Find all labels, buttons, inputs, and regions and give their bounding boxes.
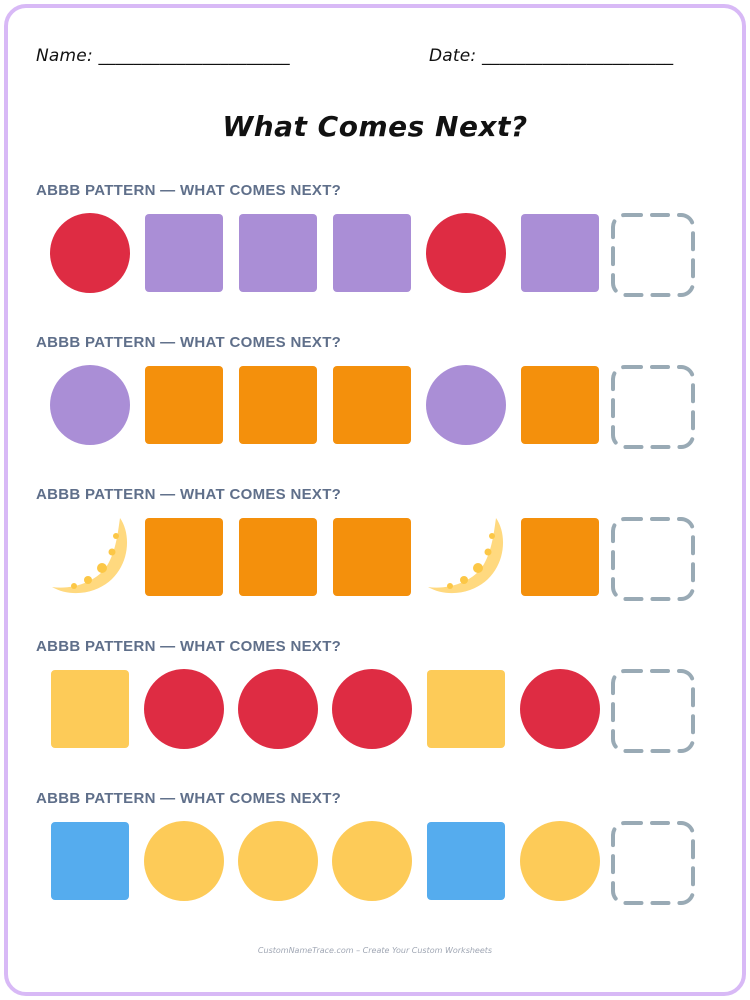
crescent-moon-shape (52, 518, 128, 594)
square-shape (239, 366, 317, 444)
circle-shape (332, 669, 412, 749)
answer-blank-box[interactable] (610, 212, 696, 298)
pattern-row-label: ABBB PATTERN — WHAT COMES NEXT? (36, 638, 342, 655)
pattern-row: ABBB PATTERN — WHAT COMES NEXT? (36, 486, 716, 616)
circle-shape (520, 669, 600, 749)
pattern-slot (520, 516, 600, 598)
pattern-sequence (50, 820, 716, 906)
pattern-slot (144, 820, 224, 902)
pattern-slot (50, 212, 130, 294)
pattern-slot (50, 820, 130, 902)
square-shape (333, 214, 411, 292)
pattern-row-label: ABBB PATTERN — WHAT COMES NEXT? (36, 334, 342, 351)
pattern-slot (332, 668, 412, 750)
square-shape (51, 670, 129, 748)
circle-shape (50, 213, 130, 293)
circle-shape (426, 213, 506, 293)
pattern-row: ABBB PATTERN — WHAT COMES NEXT? (36, 638, 716, 768)
square-shape (427, 822, 505, 900)
square-shape (145, 366, 223, 444)
pattern-slot (144, 212, 224, 294)
square-shape (427, 670, 505, 748)
date-field[interactable]: Date: ______________________ (429, 46, 674, 66)
pattern-slot (50, 668, 130, 750)
square-shape (145, 214, 223, 292)
circle-shape (332, 821, 412, 901)
pattern-slot (426, 516, 506, 598)
circle-shape (520, 821, 600, 901)
name-field[interactable]: Name: ______________________ (36, 46, 290, 66)
pattern-row: ABBB PATTERN — WHAT COMES NEXT? (36, 334, 716, 464)
worksheet-title: What Comes Next? (222, 110, 528, 143)
pattern-row: ABBB PATTERN — WHAT COMES NEXT? (36, 790, 716, 920)
pattern-slot (520, 212, 600, 294)
pattern-slot (238, 364, 318, 446)
square-shape (333, 366, 411, 444)
pattern-row-label: ABBB PATTERN — WHAT COMES NEXT? (36, 790, 342, 807)
circle-shape (238, 669, 318, 749)
pattern-slot (50, 364, 130, 446)
circle-shape (238, 821, 318, 901)
answer-blank-box[interactable] (610, 516, 696, 602)
pattern-slot (144, 364, 224, 446)
pattern-row-label: ABBB PATTERN — WHAT COMES NEXT? (36, 486, 342, 503)
pattern-slot (144, 516, 224, 598)
pattern-slot (238, 668, 318, 750)
pattern-slot (332, 212, 412, 294)
square-shape (521, 366, 599, 444)
circle-shape (50, 365, 130, 445)
pattern-sequence (50, 212, 716, 298)
pattern-slot (426, 212, 506, 294)
pattern-sequence (50, 364, 716, 450)
pattern-slot (238, 212, 318, 294)
answer-blank-box[interactable] (610, 364, 696, 450)
pattern-slot (238, 820, 318, 902)
pattern-slot (426, 364, 506, 446)
pattern-sequence (50, 516, 716, 602)
pattern-slot (50, 516, 130, 598)
pattern-row: ABBB PATTERN — WHAT COMES NEXT? (36, 182, 716, 312)
circle-shape (144, 821, 224, 901)
square-shape (333, 518, 411, 596)
pattern-slot (238, 516, 318, 598)
circle-shape (144, 669, 224, 749)
square-shape (145, 518, 223, 596)
square-shape (239, 214, 317, 292)
pattern-slot (520, 668, 600, 750)
answer-blank-box[interactable] (610, 820, 696, 906)
worksheet-header: Name: ______________________ Date: _____… (36, 46, 716, 76)
circle-shape (426, 365, 506, 445)
pattern-slot (332, 820, 412, 902)
square-shape (521, 214, 599, 292)
pattern-slot (426, 820, 506, 902)
square-shape (521, 518, 599, 596)
pattern-sequence (50, 668, 716, 754)
answer-blank-box[interactable] (610, 668, 696, 754)
footer-credit: CustomNameTrace.com – Create Your Custom… (257, 946, 493, 955)
pattern-slot (520, 820, 600, 902)
square-shape (51, 822, 129, 900)
pattern-slot (520, 364, 600, 446)
pattern-row-label: ABBB PATTERN — WHAT COMES NEXT? (36, 182, 342, 199)
pattern-slot (332, 516, 412, 598)
pattern-slot (332, 364, 412, 446)
square-shape (239, 518, 317, 596)
pattern-slot (426, 668, 506, 750)
crescent-moon-shape (428, 518, 504, 594)
pattern-slot (144, 668, 224, 750)
